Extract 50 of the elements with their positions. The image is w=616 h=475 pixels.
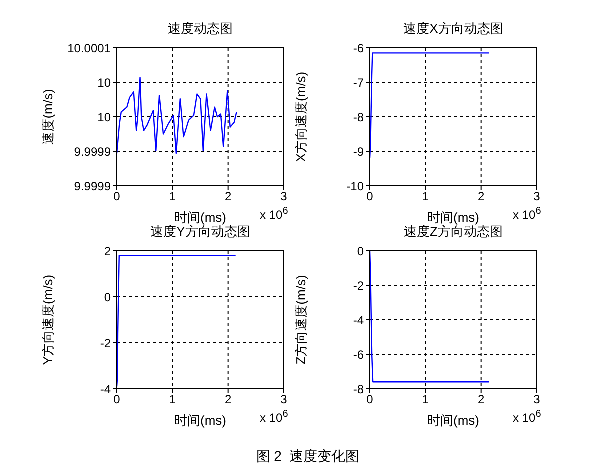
chart-title: 速度Y方向动态图: [150, 224, 252, 241]
x-axis-title: 时间(ms): [174, 210, 226, 225]
y-tick-label: 9.9999: [74, 179, 112, 194]
y-tick-label: 10: [98, 110, 112, 124]
x-tick-label: 0: [366, 190, 374, 204]
x-tick-label: 2: [224, 190, 232, 204]
x-tick-label: 1: [422, 392, 430, 407]
x-tick-label: 3: [534, 392, 541, 407]
chart-title: 速度X方向动态图: [402, 20, 504, 38]
x-tick-label: 0: [114, 190, 121, 204]
y-tick-label: -9: [353, 144, 364, 159]
y-tick-label: 10.0001: [68, 41, 112, 56]
x-tick-label: 3: [534, 190, 541, 204]
text: x 10$^{6}$: [260, 409, 288, 425]
x-tick-label: 2: [478, 190, 485, 204]
text: x 10$^{6}$: [260, 206, 288, 222]
y-tick-label: -4: [353, 313, 364, 328]
y-tick-label: -2: [353, 278, 364, 293]
x-axis-title: 时间(ms): [428, 210, 480, 225]
y-tick-label: -7: [353, 76, 364, 90]
x-tick-label: 2: [224, 392, 232, 407]
y-tick-label: -4: [100, 382, 112, 396]
x-axis-title: 时间(ms): [174, 413, 226, 428]
y-tick-label: -8: [353, 110, 364, 124]
chart-title: 速度Z方向动态图: [403, 224, 504, 241]
x-tick-label: 3: [280, 392, 288, 407]
y-tick-label: 0: [357, 244, 364, 258]
x-tick-label: 1: [422, 190, 430, 204]
x-axis-title: 时间(ms): [428, 413, 480, 428]
y-tick-label: -6: [353, 41, 364, 56]
y-tick-label: -10: [346, 179, 364, 194]
x-tick-label: 1: [169, 190, 176, 204]
x-tick-label: 0: [114, 392, 121, 407]
caption: 图 2 速度变化图: [255, 448, 361, 466]
y-tick-label: 9.9999: [74, 144, 112, 159]
x-tick-label: 2: [478, 392, 485, 407]
x-tick-label: 3: [280, 190, 288, 204]
y-tick-label: 0: [104, 290, 112, 304]
chart-title: 速度动态图: [167, 20, 234, 38]
y-tick-label: -6: [353, 348, 364, 362]
line-series: [117, 77, 238, 154]
y-tick-label: 2: [104, 244, 112, 258]
text: x 10$^{6}$: [513, 409, 542, 425]
x-tick-label: 0: [366, 392, 374, 407]
y-tick-label: -2: [100, 336, 112, 350]
y-tick-label: -8: [353, 382, 364, 396]
y-tick-label: 10: [98, 76, 112, 90]
text: x 10$^{6}$: [513, 206, 542, 222]
line-series: [117, 255, 236, 388]
x-tick-label: 1: [169, 392, 176, 407]
